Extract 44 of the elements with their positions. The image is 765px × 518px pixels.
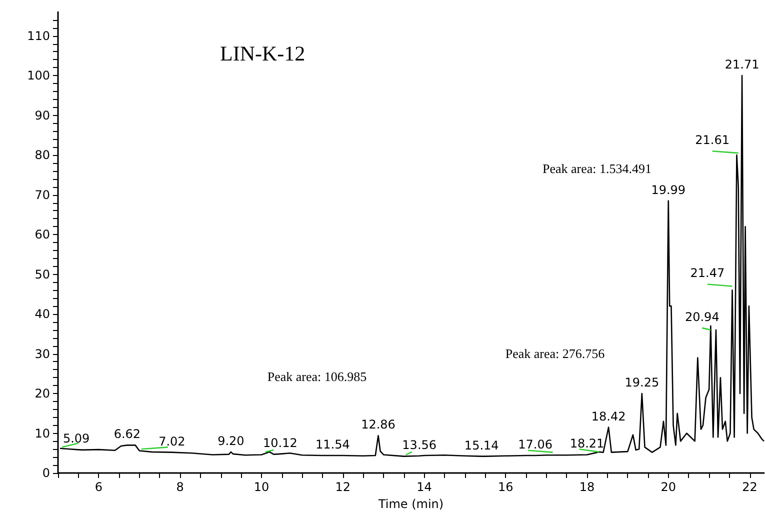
x-tick-label: 6: [94, 480, 103, 494]
annotation: 7.02: [158, 434, 186, 448]
annotation: 11.54: [315, 438, 350, 452]
annotation: 21.47: [690, 266, 725, 280]
annotation: 19.25: [624, 376, 660, 390]
x-tick-label: 14: [416, 480, 432, 494]
text: LIN-K-12: [220, 42, 306, 66]
annotation: 21.71: [724, 58, 760, 72]
annotation: 9.20: [218, 434, 244, 448]
annotation: 18.21: [570, 436, 604, 451]
x-tick-label: 12: [335, 480, 350, 494]
annotation: 18.42: [591, 409, 626, 424]
x-tick-label: 10: [254, 480, 270, 494]
annotation: 13.56: [402, 438, 437, 452]
x-tick-label: 8: [176, 480, 184, 494]
y-tick-label: 10: [34, 426, 50, 440]
y-tick-label: 40: [34, 307, 50, 322]
x-axis-title: Time (min): [377, 496, 444, 511]
x-tick-label: 22: [742, 480, 758, 494]
y-tick-label: 100: [27, 68, 50, 83]
annotation: 12.86: [361, 418, 396, 432]
annotation: 5.09: [62, 432, 90, 446]
annotation: Peak area: 276.756: [505, 346, 606, 361]
annotation: 6.62: [114, 427, 141, 442]
y-tick-label: 0: [42, 466, 50, 480]
annotation: 10.12: [262, 436, 298, 450]
x-tick-label: 18: [579, 480, 595, 494]
y-tick-label: 30: [34, 346, 50, 361]
y-tick-label: 90: [34, 108, 50, 122]
y-tick-label: 80: [34, 148, 50, 162]
annotation: 21.61: [695, 133, 730, 148]
annotation: 19.99: [651, 182, 686, 197]
x-tick-label: 16: [498, 480, 514, 494]
annotation: 17.06: [518, 438, 552, 452]
x-tick-label: 20: [660, 480, 676, 494]
annotation: Peak area: 1.534.491: [542, 161, 652, 176]
y-tick-label: 70: [34, 188, 50, 202]
y-tick-label: 50: [34, 267, 50, 282]
annotation: 20.94: [684, 310, 720, 324]
y-tick-label: 60: [34, 228, 50, 242]
y-tick-label: 110: [27, 28, 50, 43]
y-tick-label: 20: [34, 386, 50, 401]
annotation: 15.14: [464, 438, 499, 452]
annotation: Peak area: 106.985: [267, 369, 367, 384]
